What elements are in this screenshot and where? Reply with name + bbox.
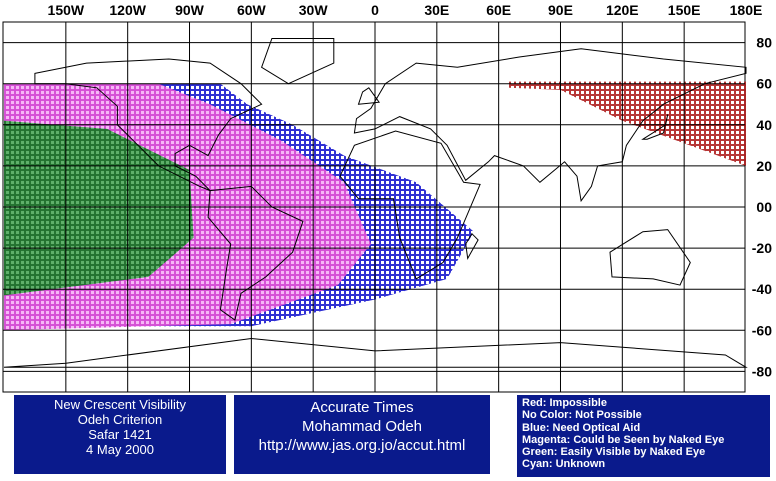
lat-label: 80 — [756, 35, 772, 51]
lat-label: -40 — [752, 281, 772, 297]
landmass — [609, 229, 691, 286]
lat-label: -20 — [752, 240, 772, 256]
red-region — [509, 81, 746, 166]
info-center: Accurate Times Mohammad Odeh http://www.ja… — [234, 395, 490, 474]
lon-label: 90E — [548, 2, 573, 18]
info-line: Accurate Times — [310, 399, 414, 416]
info-line: No Color: Not Possible — [522, 409, 642, 422]
lon-label: 150W — [48, 2, 85, 18]
landmass — [641, 114, 669, 140]
lon-label: 150E — [668, 2, 701, 18]
lon-label: 90W — [175, 2, 205, 18]
legend: Red: Impossible No Color: Not Possible Blu… — [517, 395, 770, 477]
lon-label: 30W — [299, 2, 329, 18]
green-region — [4, 120, 194, 296]
landmass — [260, 38, 335, 85]
info-line: Mohammad Odeh — [301, 418, 423, 435]
info-line: http://www.jas.org.jo/accut.html — [258, 437, 466, 454]
lat-label: 20 — [756, 158, 772, 174]
lon-label: 60E — [486, 2, 511, 18]
lon-label: 120W — [109, 2, 146, 18]
info-line: Safar 1421 — [88, 427, 152, 442]
landmass — [465, 232, 479, 260]
lon-label: 0 — [371, 2, 379, 18]
info-line: Odeh Criterion — [77, 412, 163, 427]
lat-label: -60 — [752, 322, 772, 338]
lon-label: 120E — [606, 2, 639, 18]
lon-label: 60W — [237, 2, 267, 18]
info-line: New Crescent Visibility — [54, 397, 186, 412]
lon-label: 30E — [424, 2, 449, 18]
info-line: Green: Easily Visible by Naked Eye — [522, 446, 706, 459]
lat-label: 40 — [756, 117, 772, 133]
lat-label: 00 — [756, 199, 772, 215]
info-left: New Crescent Visibility Odeh Criterion Saf… — [14, 395, 226, 474]
info-line: 4 May 2000 — [86, 442, 154, 457]
landmass — [357, 87, 381, 105]
lon-label: 180E — [730, 2, 763, 18]
info-line: Cyan: Unknown — [522, 458, 606, 471]
info-line: Blue: Need Optical Aid — [522, 421, 641, 434]
visibility-map: 150W 120W 90W 60W 30W 0 30E 60E 90E 120E 150E 180E 8… — [2, 2, 772, 393]
lat-label: -80 — [752, 363, 772, 379]
landmass — [339, 130, 481, 280]
info-line: Red: Impossible — [522, 397, 607, 409]
landmass — [3, 337, 748, 368]
lat-label: 60 — [756, 76, 772, 92]
info-line: Magenta: Could be Seen by Naked Eye — [522, 433, 725, 446]
